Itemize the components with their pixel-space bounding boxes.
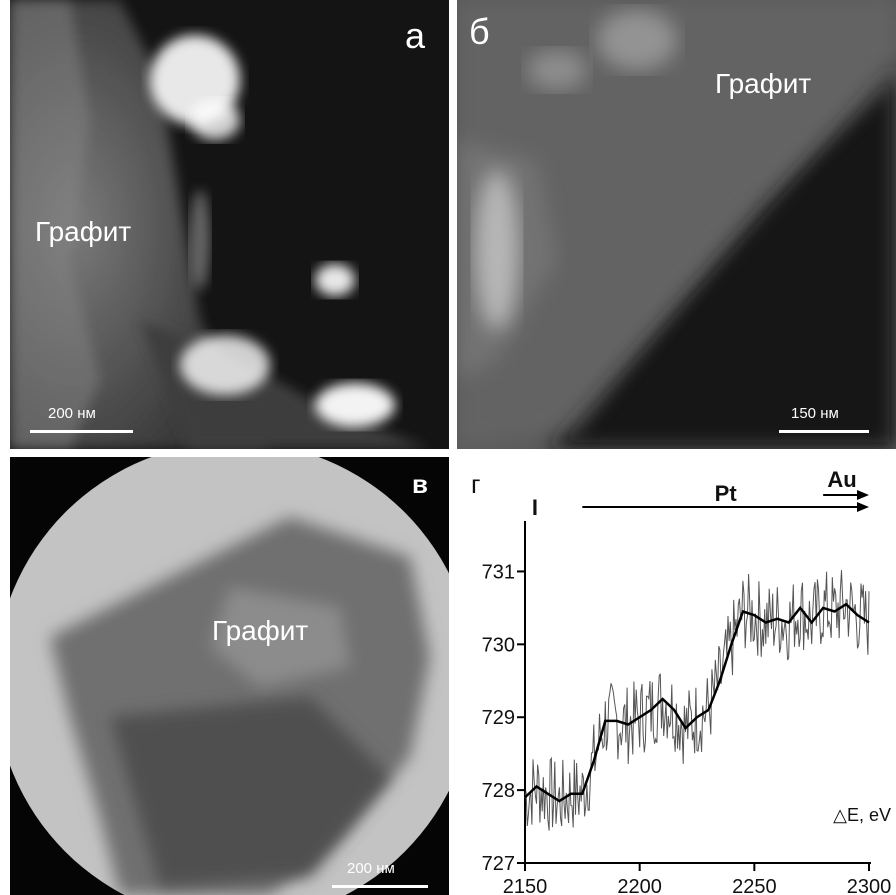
panel-letter-b: б: [469, 11, 490, 52]
panel-letter-a: а: [405, 15, 426, 56]
spectrum-panel-d: г 727 728 729 730 731 2150 2200 2250 2300 I Pt Au △E…: [457, 457, 896, 895]
scale-label-b: 150 нм: [791, 405, 839, 422]
y-tick-label: 728: [482, 780, 515, 802]
x-tick-label: 2200: [617, 876, 662, 895]
scale-bar-c: [332, 885, 428, 888]
micrograph-panel-b: б Графит 150 нм: [457, 0, 896, 449]
graphite-label-c: Графит: [212, 615, 309, 646]
pt-arrow-head: [857, 502, 869, 512]
micrograph-c-image: [10, 457, 449, 895]
scale-label-a: 200 нм: [48, 405, 96, 422]
scale-bar-a: [30, 430, 133, 433]
energy-loss-chart: 727 728 729 730 731 2150 2200 2250 2300 I Pt Au △E, …: [482, 467, 892, 895]
gold-particles-b: [475, 10, 677, 330]
y-tick-label: 727: [482, 853, 515, 875]
graphite-label-b: Графит: [715, 68, 812, 99]
x-tick-label: 2250: [732, 876, 777, 895]
raw-signal-trace: [524, 570, 870, 831]
micrograph-panel-c: в Графит 200 нм: [10, 457, 449, 895]
graphite-label-a: Графит: [35, 216, 132, 247]
y-tick-label: 729: [482, 707, 515, 729]
x-axis-label: △E, eV: [833, 805, 891, 825]
micrograph-a-image: [10, 0, 449, 449]
scale-bar-b: [779, 430, 869, 433]
micrograph-panel-a: а Графит 200 нм: [10, 0, 449, 449]
x-tick-label: 2300: [847, 876, 892, 895]
panel-letter-d: г: [471, 469, 481, 499]
annotation-au-label: Au: [827, 467, 856, 492]
annotation-pt-label: Pt: [715, 481, 738, 506]
smoothed-series-line: [524, 602, 870, 803]
gold-particles-a: [150, 35, 395, 427]
annotation-i-label: I: [532, 495, 538, 520]
au-arrow-head: [857, 490, 869, 500]
y-tick-label: 730: [482, 634, 515, 656]
y-tick-label: 731: [482, 561, 515, 583]
panel-letter-c: в: [412, 469, 428, 499]
scale-label-c: 200 нм: [347, 860, 395, 877]
micrograph-b-image: [457, 0, 896, 449]
x-tick-label: 2150: [503, 876, 548, 895]
